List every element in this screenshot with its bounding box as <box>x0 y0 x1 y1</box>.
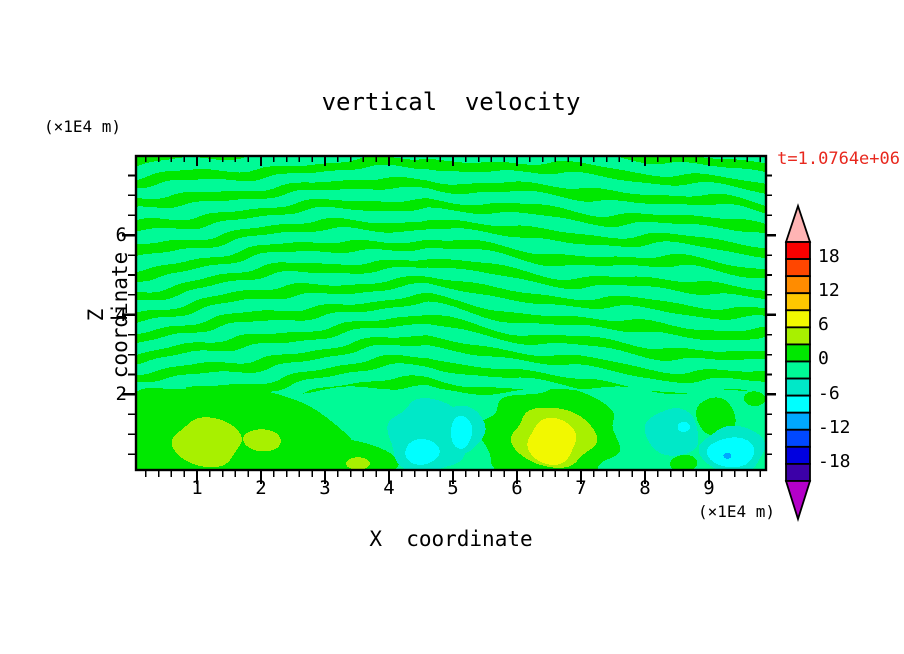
x-tick-label: 4 <box>383 477 395 499</box>
colorbar-cell <box>785 275 811 295</box>
colorbar-label: -6 <box>818 382 840 404</box>
colorbar-cell <box>785 428 811 448</box>
colorbar-cell <box>785 343 811 363</box>
colorbar-label: -12 <box>818 416 851 438</box>
x-tick-label: 7 <box>575 477 587 499</box>
colorbar-label: -18 <box>818 450 851 472</box>
colorbar-label: 0 <box>818 348 829 370</box>
colorbar-cell <box>785 309 811 329</box>
colorbar-cell <box>785 360 811 380</box>
x-tick-label: 9 <box>703 477 715 499</box>
x-axis-label: X coordinate <box>369 527 533 551</box>
plot-title: vertical velocity <box>321 88 581 116</box>
colorbar-label: 18 <box>818 246 840 268</box>
colorbar-cell <box>785 326 811 346</box>
x-tick-label: 8 <box>639 477 651 499</box>
colorbar-label: 6 <box>818 314 829 336</box>
x-axis-unit-label: (×1E4 m) <box>697 502 775 521</box>
y-tick-label: 2 <box>115 383 127 406</box>
y-tick-label: 6 <box>115 224 127 247</box>
x-tick-label: 5 <box>447 477 459 499</box>
x-tick-label: 2 <box>255 477 267 499</box>
colorbar-cell <box>785 292 811 312</box>
colorbar-bottom-arrow <box>784 480 812 522</box>
time-annotation: t=1.0764e+06 <box>777 149 900 169</box>
colorbar-cell <box>785 411 811 431</box>
colorbar-cell <box>785 445 811 465</box>
x-tick-label: 6 <box>511 477 523 499</box>
colorbar-cell <box>785 394 811 414</box>
colorbar-top-arrow <box>784 203 812 243</box>
colorbar-cell <box>785 241 811 260</box>
plot-frame <box>134 154 768 472</box>
colorbar-cell <box>785 463 811 482</box>
x-tick-label: 1 <box>191 477 203 499</box>
x-tick-label: 3 <box>319 477 331 499</box>
contour-field-canvas <box>135 155 767 471</box>
colorbar-cell <box>785 258 811 278</box>
y-tick-label: 4 <box>115 303 127 326</box>
z-axis-unit-label: (×1E4 m) <box>44 117 122 136</box>
colorbar-label: 12 <box>818 280 840 302</box>
colorbar-cell <box>785 377 811 397</box>
